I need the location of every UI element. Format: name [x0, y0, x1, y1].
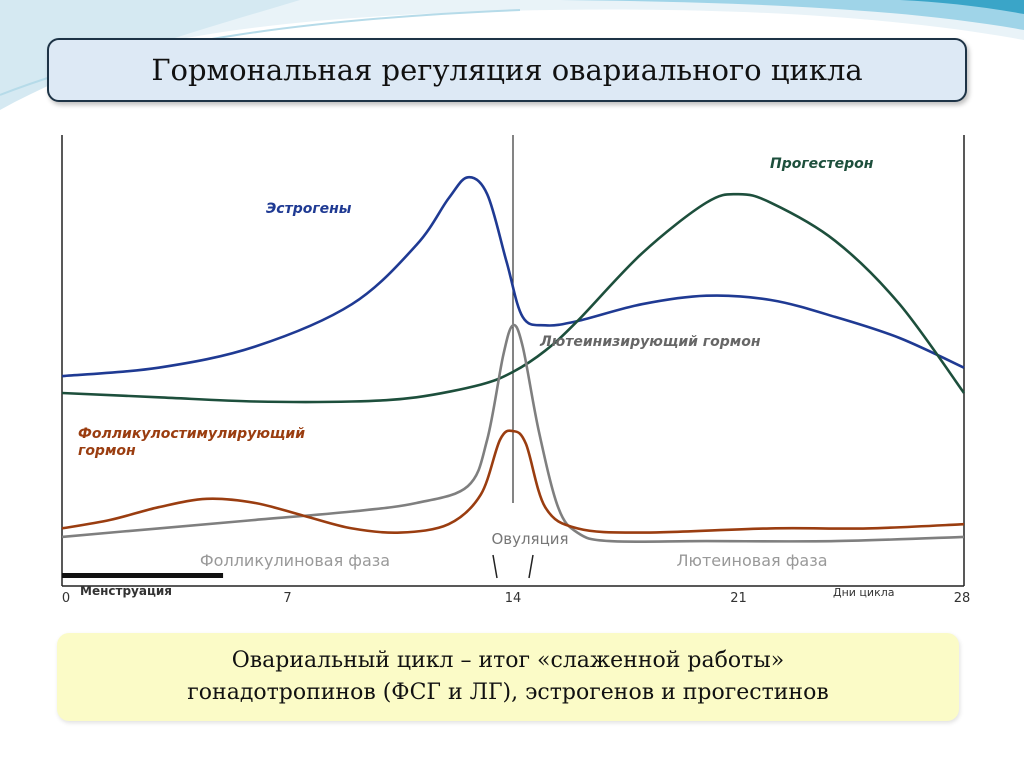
menstruation-bar	[62, 573, 224, 578]
series-label-progesterone: Прогестерон	[770, 156, 874, 172]
x-tick-label-7: 7	[283, 591, 291, 606]
phase-label-follicular: Фолликулиновая фаза	[200, 551, 390, 570]
slide-title: Гормональная регуляция овариального цикл…	[47, 38, 967, 102]
caption-line-1: Овариальный цикл – итог «слаженной работ…	[231, 648, 785, 673]
caption-box: Овариальный цикл – итог «слаженной работ…	[57, 633, 959, 721]
x-tick-label-21: 21	[730, 591, 747, 606]
series-label-estrogen: Эстрогены	[266, 201, 352, 217]
ovulation-label: Овуляция	[491, 530, 568, 548]
series-line-progesterone	[61, 192, 966, 404]
series-label-fsh-line1: Фолликулостимулирующий	[78, 426, 305, 442]
series-line-fsh	[61, 429, 965, 535]
series-label-fsh-line2: гормон	[78, 443, 136, 459]
series-line-estrogen	[61, 175, 965, 378]
menstruation-label: Менструация	[80, 584, 172, 598]
x-tick-label-0: 0	[62, 591, 70, 606]
caption-line-2: гонадотропинов (ФСГ и ЛГ), эстрогенов и …	[187, 680, 829, 705]
hormone-chart: Эстрогены Прогестерон Лютеинизирующий го…	[58, 135, 970, 607]
phase-label-luteal: Лютеиновая фаза	[676, 551, 827, 570]
x-tick-label-14: 14	[505, 591, 522, 606]
slide-title-text: Гормональная регуляция овариального цикл…	[151, 53, 863, 87]
x-tick-labels: 0 7 14 21 28	[62, 591, 970, 606]
x-tick-label-28: 28	[954, 591, 971, 606]
x-axis-label: Дни цикла	[833, 586, 894, 599]
series-label-lh: Лютеинизирующий гормон	[539, 334, 761, 350]
ovulation-bracket	[492, 554, 534, 579]
series-line-lh	[61, 323, 965, 544]
